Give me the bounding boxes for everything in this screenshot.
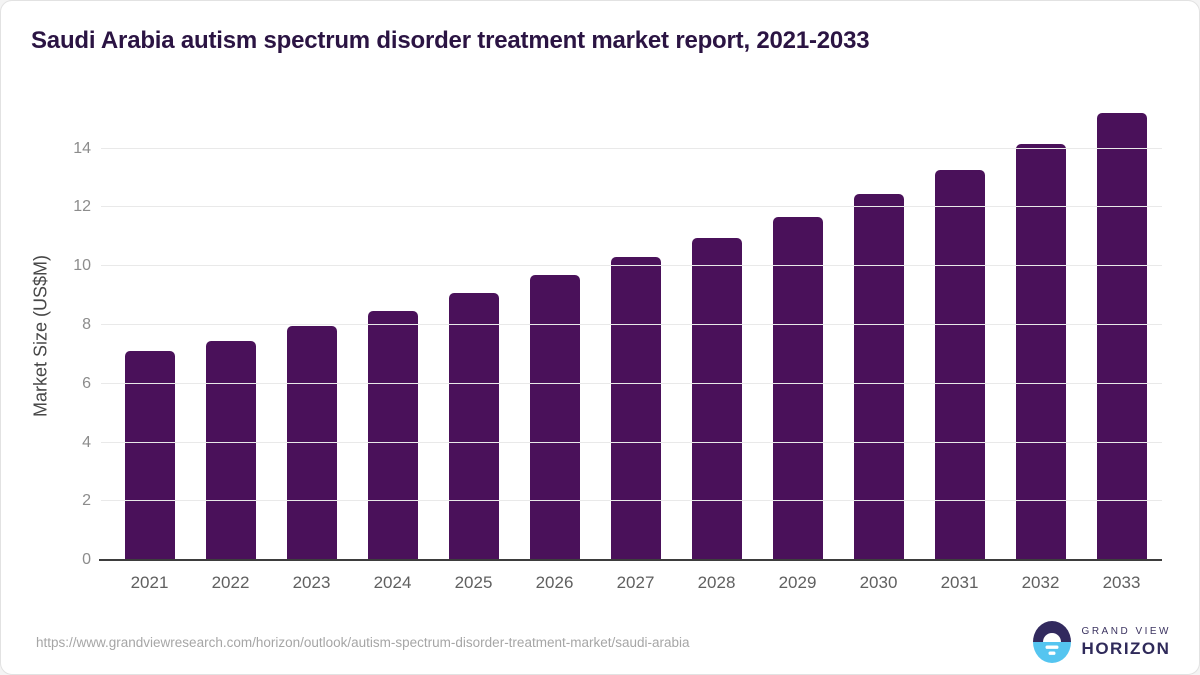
x-label-2021: 2021 xyxy=(130,573,169,592)
gridline xyxy=(101,441,1162,443)
x-label-2025: 2025 xyxy=(454,573,493,592)
footer: https://www.grandviewresearch.com/horizo… xyxy=(36,617,1171,667)
x-axis-labels: 2021 2022 2023 2024 2025 2026 2027 2028 2029 2030… xyxy=(109,569,1162,597)
gridline xyxy=(101,500,1162,502)
y-axis-title: Market Size (US$M) xyxy=(30,254,51,418)
bar-cell-2030 xyxy=(838,112,919,560)
gridline xyxy=(101,382,1162,384)
bar-cell-2031 xyxy=(919,112,1000,560)
y-tick-2: 2 xyxy=(82,492,91,510)
horizon-sun-circle-icon xyxy=(1032,621,1071,663)
y-tick-4: 4 xyxy=(82,433,91,451)
bar-cell-2029 xyxy=(757,112,838,560)
bar-cell-2028 xyxy=(676,112,757,560)
x-label-2028: 2028 xyxy=(697,573,736,592)
logo-text-bottom: HORIZON xyxy=(1081,638,1171,658)
bars-row xyxy=(109,112,1162,560)
x-label-2027: 2027 xyxy=(616,573,655,592)
bar-2023 xyxy=(286,325,337,560)
y-tick-8: 8 xyxy=(82,315,91,333)
x-axis-line xyxy=(99,559,1162,561)
bar-2030 xyxy=(853,194,904,560)
y-tick-14: 14 xyxy=(73,139,91,157)
gridline xyxy=(101,323,1162,325)
bar-2027 xyxy=(610,257,661,560)
plot-area xyxy=(99,112,1162,561)
bar-cell-2032 xyxy=(1000,112,1081,560)
logo-text: GRAND VIEW HORIZON xyxy=(1082,626,1171,659)
bar-cell-2021 xyxy=(109,112,190,560)
x-label-2023: 2023 xyxy=(292,573,331,592)
bar-cell-2033 xyxy=(1081,112,1162,560)
bar-2021 xyxy=(124,351,175,560)
y-tick-10: 10 xyxy=(73,257,91,275)
source-url: https://www.grandviewresearch.com/horizo… xyxy=(36,634,690,650)
bar-2022 xyxy=(205,341,256,560)
bar-2029 xyxy=(772,216,823,560)
bar-2033 xyxy=(1096,113,1147,560)
gridline xyxy=(101,265,1162,267)
bar-cell-2023 xyxy=(271,112,352,560)
x-label-2033: 2033 xyxy=(1102,573,1141,592)
gridline xyxy=(101,147,1162,149)
y-tick-0: 0 xyxy=(82,551,91,568)
bar-2028 xyxy=(691,237,742,560)
bar-cell-2027 xyxy=(595,112,676,560)
y-tick-12: 12 xyxy=(73,198,91,216)
bar-2031 xyxy=(934,169,985,560)
y-tick-6: 6 xyxy=(82,374,91,392)
bar-2026 xyxy=(529,275,580,560)
bar-2025 xyxy=(448,293,499,560)
bar-cell-2022 xyxy=(190,112,271,560)
x-label-2026: 2026 xyxy=(535,573,574,592)
logo-text-top: GRAND VIEW xyxy=(1081,625,1171,637)
bar-cell-2024 xyxy=(352,112,433,560)
gridline xyxy=(101,206,1162,208)
x-label-2030: 2030 xyxy=(859,573,898,592)
x-label-2031: 2031 xyxy=(940,573,979,592)
page-title: Saudi Arabia autism spectrum disorder tr… xyxy=(31,27,870,54)
bar-cell-2025 xyxy=(433,112,514,560)
x-label-2029: 2029 xyxy=(778,573,817,592)
y-axis-ticks: 0 2 4 6 8 10 12 14 xyxy=(51,112,91,567)
x-label-2024: 2024 xyxy=(373,573,412,592)
x-label-2022: 2022 xyxy=(211,573,250,592)
grand-view-horizon-logo: GRAND VIEW HORIZON xyxy=(1032,620,1171,664)
x-label-2032: 2032 xyxy=(1021,573,1060,592)
bar-cell-2026 xyxy=(514,112,595,560)
bar-2032 xyxy=(1015,144,1066,560)
bar-2024 xyxy=(367,310,418,560)
